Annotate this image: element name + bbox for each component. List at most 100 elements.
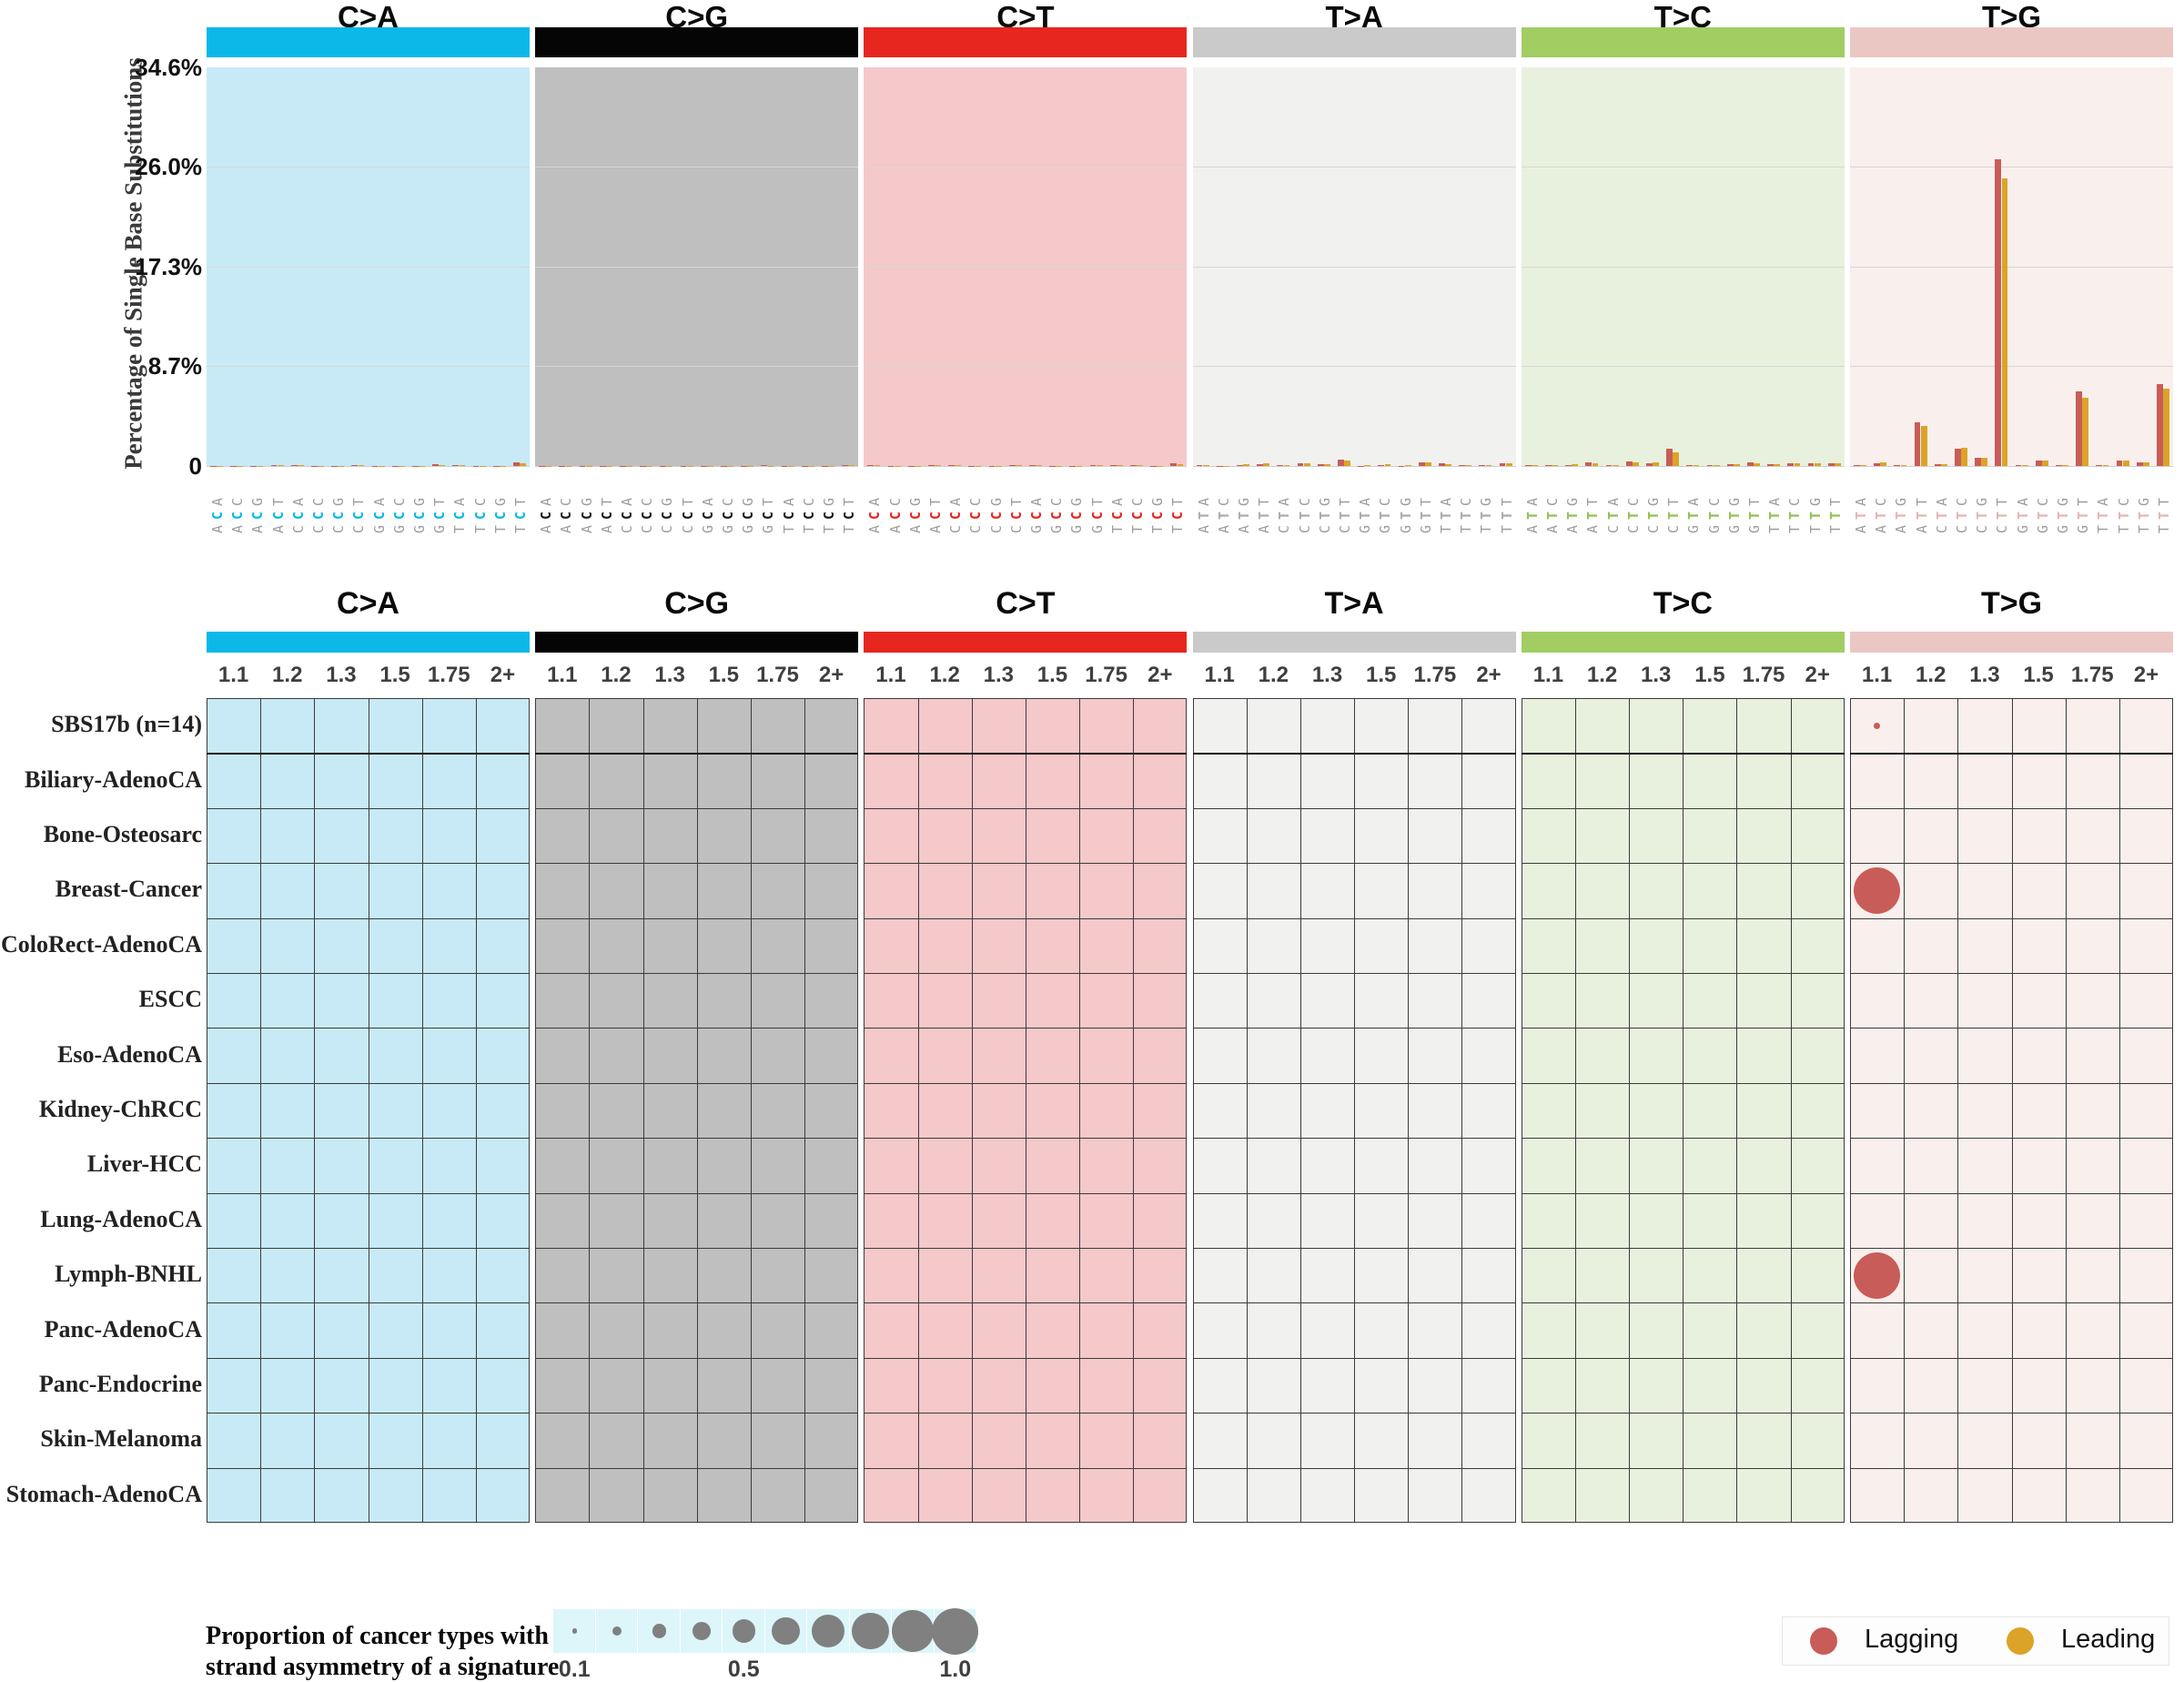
matrix-hline — [1192, 1302, 1516, 1304]
trinucleotide-tick: GCT — [760, 470, 776, 533]
trinucleotide-tick: CCG — [659, 470, 675, 533]
trinucleotide-tick: ACA — [209, 470, 226, 533]
trinucleotide-tick: ATA — [1195, 470, 1212, 533]
tick-letter: T — [841, 491, 858, 506]
tick-letter: T — [679, 491, 696, 506]
matrix-hline — [207, 1357, 530, 1359]
trinucleotide-tick: ACA — [866, 470, 883, 533]
tick-letter: G — [1068, 491, 1086, 506]
tick-letter: T — [1665, 505, 1683, 520]
leading-bar — [358, 464, 365, 466]
ratio-bin-label: 1.75 — [2070, 663, 2114, 687]
leading-bar — [1592, 462, 1599, 466]
ratio-bin-label: 1.75 — [1742, 663, 1785, 687]
lagging-bar — [1625, 461, 1633, 466]
tick-letter: G — [1685, 519, 1703, 533]
matrix-hline — [864, 917, 1188, 919]
trinucleotide-tick: ATG — [1564, 470, 1581, 533]
substitution-color-strip-top — [864, 27, 1188, 57]
trinucleotide-tick: TCG — [492, 470, 509, 533]
tick-letter: A — [1873, 519, 1890, 533]
tick-letter: C — [431, 505, 449, 520]
tick-letter: C — [2034, 491, 2051, 506]
leading-bar — [1794, 463, 1801, 466]
matrix-vline — [260, 698, 262, 1523]
tick-letter: C — [598, 505, 615, 520]
tick-letter: T — [1685, 505, 1703, 520]
trinucleotide-tick: CTC — [1297, 470, 1313, 533]
matrix-hline — [864, 807, 1188, 809]
tick-letter: C — [1068, 505, 1086, 520]
trinucleotide-tick: CTT — [1994, 470, 2011, 533]
tick-letter: T — [1437, 519, 1454, 533]
tick-letter: T — [1108, 519, 1126, 533]
matrix-hline — [1521, 753, 1845, 755]
tick-letter: C — [1645, 519, 1663, 533]
tick-letter: A — [1357, 491, 1374, 506]
size-legend-bubble — [852, 1612, 890, 1650]
lagging-bar — [1666, 449, 1673, 466]
tick-letter: C — [2115, 491, 2132, 506]
matrix-vline — [1299, 698, 1301, 1523]
leading-bar — [1860, 464, 1867, 466]
matrix-hline — [207, 1138, 530, 1140]
tick-letter: C — [679, 519, 696, 533]
ratio-bin-label: 1.5 — [2023, 663, 2054, 687]
trinucleotide-tick: ACG — [907, 470, 924, 533]
tick-letter: C — [1048, 505, 1066, 520]
leading-bar — [955, 465, 962, 466]
lagging-bar — [290, 465, 298, 466]
tick-letter: C — [471, 505, 489, 520]
tick-letter: C — [410, 505, 428, 520]
size-legend-bubble — [692, 1621, 711, 1641]
tick-letter: G — [431, 519, 449, 533]
trinucleotide-tick: ATT — [1584, 470, 1601, 533]
trinucleotide-tick: GCT — [1089, 470, 1106, 533]
trinucleotide-tick: GCG — [410, 470, 428, 533]
tick-letter: A — [1276, 491, 1293, 506]
substitution-color-strip-bottom — [864, 632, 1188, 653]
tick-letter: A — [1853, 491, 1870, 506]
asymmetry-bubble — [1854, 866, 1901, 914]
ratio-bin-label: 1.5 — [1694, 663, 1725, 687]
tick-letter: C — [886, 491, 904, 506]
tick-letter: T — [1853, 505, 1870, 520]
leading-bar — [1754, 462, 1760, 466]
lagging-bar — [1934, 464, 1941, 466]
trinucleotide-tick: ATA — [1853, 470, 1870, 533]
lagging-bar — [351, 464, 359, 466]
leading-bar — [1445, 463, 1451, 466]
tick-letter: T — [1893, 505, 1910, 520]
tick-letter: T — [1745, 491, 1763, 506]
trinucleotide-tick: CCT — [350, 470, 367, 533]
trinucleotide-tick: CTT — [1337, 470, 1353, 533]
tick-letter: G — [740, 519, 757, 533]
leading-bar — [1096, 465, 1103, 466]
tick-letter: T — [2115, 505, 2132, 520]
lagging-bar — [1089, 465, 1097, 466]
tick-letter: T — [1933, 505, 1950, 520]
trinucleotide-tick: GTG — [2054, 470, 2071, 533]
tick-letter: T — [1645, 505, 1663, 520]
leading-bar — [1116, 465, 1123, 466]
size-legend-bubble — [612, 1626, 622, 1636]
tick-letter: A — [1195, 519, 1212, 533]
tick-letter: T — [2155, 519, 2172, 533]
tick-letter: C — [1027, 505, 1045, 520]
ratio-bin-label: 1.2 — [929, 663, 960, 687]
matrix-hline — [535, 1302, 859, 1304]
trinucleotide-tick: GCA — [700, 470, 716, 533]
trinucleotide-tick: GCG — [1068, 470, 1086, 533]
tick-letter: C — [719, 505, 736, 520]
matrix-hline — [535, 1467, 859, 1469]
y-axis-label: Percentage of Single Base Substitutions — [119, 57, 147, 470]
tick-letter: G — [2054, 491, 2071, 506]
matrix-vline — [1629, 698, 1631, 1523]
tick-letter: T — [1994, 491, 2011, 506]
gridline — [1192, 365, 1516, 367]
tick-letter: C — [947, 505, 965, 520]
matrix-hline — [207, 1082, 530, 1084]
lagging-bar — [1418, 462, 1425, 466]
gridline — [1192, 267, 1516, 268]
